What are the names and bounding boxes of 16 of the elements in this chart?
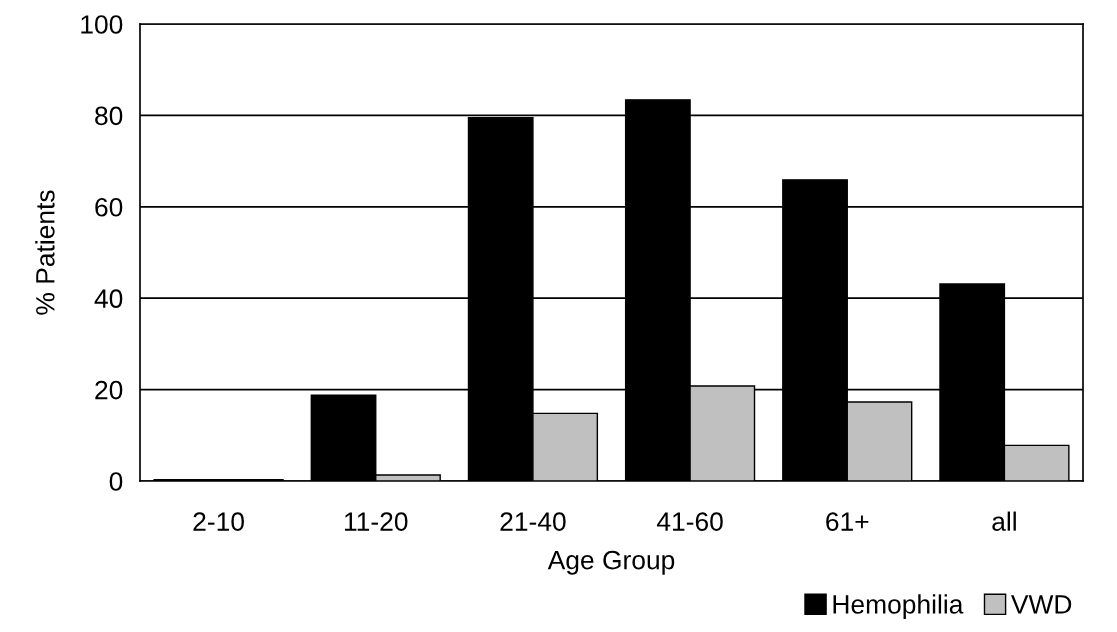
x-tick-label: all (992, 511, 1016, 531)
y-tick-label: 60 (95, 197, 123, 217)
y-tick-label: 0 (109, 472, 123, 491)
x-axis-title: Age Group (547, 550, 675, 575)
x-tick-label: 11-20 (344, 512, 408, 531)
x-tick-label: 2-10 (193, 512, 244, 531)
legend-label: Hemophilia (833, 594, 964, 619)
x-tick-label: 21-40 (500, 512, 566, 531)
y-axis-title: % Patients (35, 190, 55, 315)
legend-label: VWD (1010, 595, 1072, 614)
x-tick-label: 61+ (826, 512, 869, 531)
y-tick-label: 80 (95, 106, 123, 126)
y-tick-label: 40 (94, 289, 123, 309)
x-tick-label: 41-60 (656, 512, 723, 531)
y-tick-label: 20 (95, 380, 123, 400)
y-tick-label: 100 (81, 15, 123, 34)
